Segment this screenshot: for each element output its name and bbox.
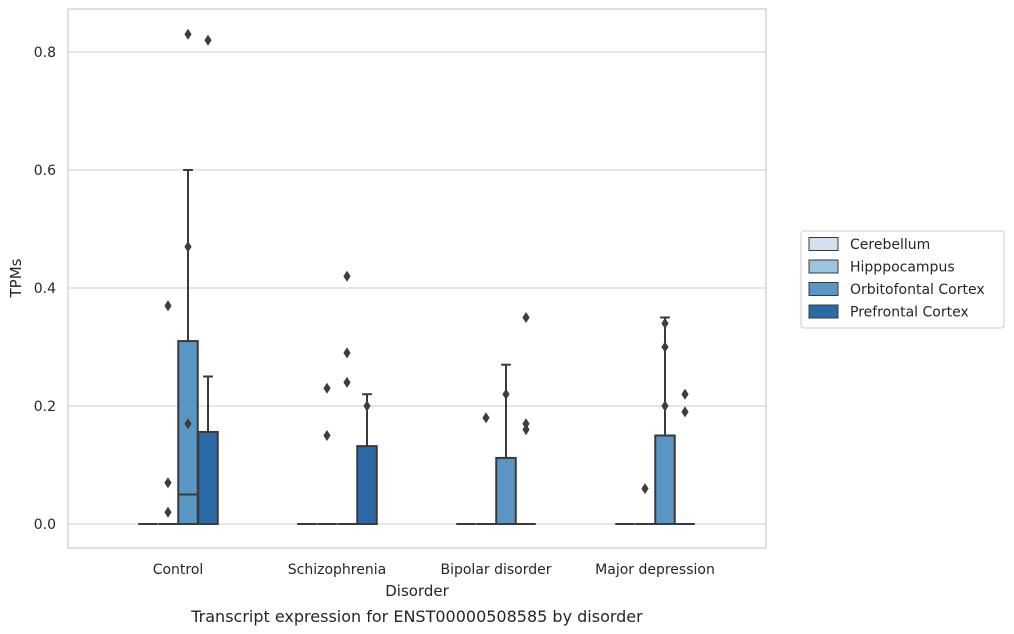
y-tick-label: 0.8 <box>34 45 56 61</box>
outlier-point <box>363 400 371 412</box>
outlier-point <box>681 406 689 418</box>
x-tick-label: Major depression <box>595 562 715 578</box>
plot-area <box>67 8 767 549</box>
legend-label: Prefrontal Cortex <box>850 305 969 321</box>
legend-label: Orbitofontal Cortex <box>850 282 985 298</box>
outlier-point <box>184 28 192 40</box>
y-tick-label: 0.6 <box>34 163 56 179</box>
box-body <box>177 340 199 525</box>
box-orbitofontal-cortex <box>654 316 676 525</box>
outlier-point <box>522 312 530 323</box>
outlier-point <box>343 270 351 282</box>
y-tick-label: 0.0 <box>34 517 56 533</box>
box-orbitofontal-cortex <box>177 169 199 525</box>
box-orbitofontal-cortex <box>495 363 517 526</box>
outlier-point <box>164 477 172 489</box>
x-tick-label: Bipolar disorder <box>440 562 551 578</box>
outlier-point <box>323 430 331 441</box>
figure-caption: Transcript expression for ENST0000050858… <box>190 607 643 626</box>
legend-label: Cerebellum <box>850 237 930 253</box>
y-axis-label: TPMs <box>7 258 25 298</box>
outlier-point <box>661 400 669 412</box>
outlier-point <box>343 376 351 388</box>
outlier-point <box>164 506 172 518</box>
x-tick-labels: Control Schizophrenia Bipolar disorder Majo… <box>153 562 715 578</box>
legend-swatch <box>808 304 839 319</box>
outlier-point <box>502 388 510 400</box>
outlier-point <box>641 483 649 495</box>
x-tick-label: Schizophrenia <box>288 562 386 578</box>
outlier-point <box>482 412 490 424</box>
legend-frame <box>800 230 1005 329</box>
y-tick-label: 0.2 <box>34 399 56 415</box>
outlier-point <box>661 341 669 353</box>
outlier-point <box>184 241 192 253</box>
legend-swatch <box>808 259 839 274</box>
x-tick-label: Control <box>153 562 204 578</box>
outlier-point <box>681 388 689 400</box>
outlier-point <box>164 300 172 312</box>
box-body <box>495 456 517 526</box>
fliers <box>164 28 689 518</box>
y-tick-label: 0.4 <box>34 281 56 297</box>
legend-swatch <box>808 282 839 296</box>
outlier-point <box>522 418 530 430</box>
box-prefrontal-cortex <box>356 393 378 525</box>
outlier-point <box>522 424 530 436</box>
box-body <box>356 445 378 525</box>
outlier-point <box>661 317 669 329</box>
outlier-point <box>184 418 192 430</box>
outlier-point <box>204 34 212 46</box>
legend-label: Hipppocampus <box>850 260 955 276</box>
box-body <box>197 430 219 525</box>
legend: Cerebellum Hipppocampus Orbitofontal Corte… <box>800 230 1005 329</box>
outlier-point <box>323 382 331 394</box>
outlier-point <box>343 347 351 359</box>
x-axis-label: Disorder <box>385 582 449 600</box>
y-tick-labels: 0.0 0.2 0.4 0.6 0.8 <box>34 45 56 533</box>
boxes <box>138 169 695 526</box>
box-prefrontal-cortex <box>197 375 219 525</box>
box-body <box>654 434 676 525</box>
legend-swatch <box>808 237 839 251</box>
